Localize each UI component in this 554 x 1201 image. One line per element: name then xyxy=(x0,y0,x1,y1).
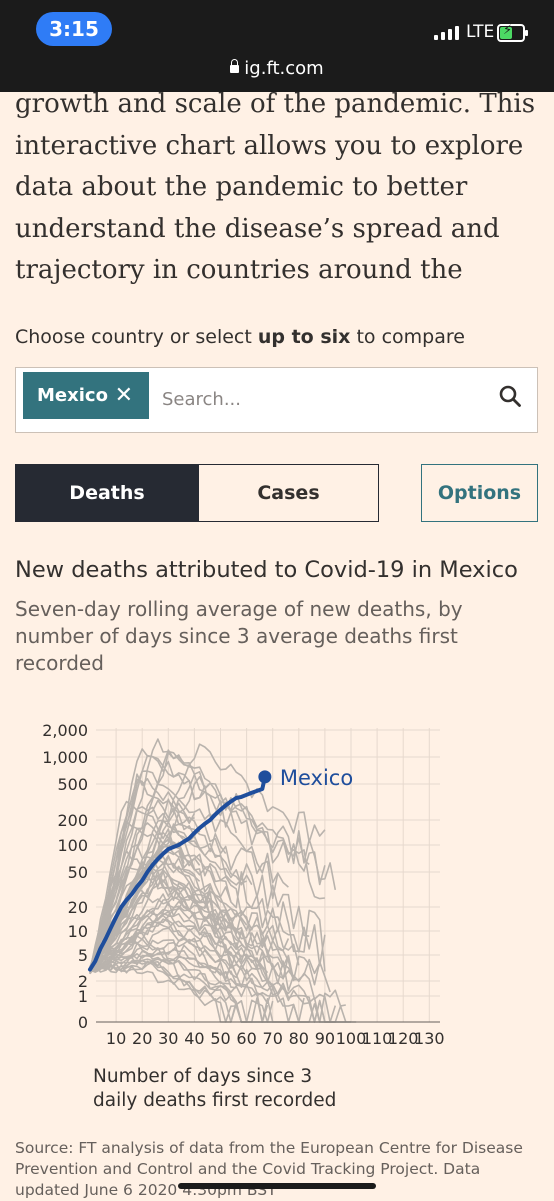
other-country-line xyxy=(89,743,326,968)
tab-cases[interactable]: Cases xyxy=(198,464,379,522)
picker-bold: up to six xyxy=(257,326,351,348)
x-tick-label: 70 xyxy=(263,1029,283,1048)
intro-paragraph-container: growth and scale of the pandemic. This i… xyxy=(0,92,554,292)
signal-icon xyxy=(434,26,459,40)
y-tick-label: 500 xyxy=(57,775,88,794)
home-indicator xyxy=(178,1183,376,1189)
x-tick-label: 130 xyxy=(414,1029,445,1048)
y-tick-label: 1,000 xyxy=(42,748,88,767)
x-tick-label: 100 xyxy=(336,1029,367,1048)
picker-suffix: to compare xyxy=(350,326,465,348)
battery-icon: ⚡ xyxy=(497,23,528,42)
url-text: ig.ft.com xyxy=(244,58,324,79)
x-axis-label-line-2: daily deaths first recorded xyxy=(93,1090,337,1111)
options-button[interactable]: Options xyxy=(421,464,538,522)
network-type: LTE xyxy=(466,22,495,42)
other-country-line xyxy=(89,937,337,1023)
intro-paragraph: growth and scale of the pandemic. This i… xyxy=(15,92,536,285)
chip-label: Mexico xyxy=(37,385,108,406)
y-tick-label: 50 xyxy=(68,863,88,882)
other-country-line xyxy=(89,806,310,972)
status-bar: 3:15 LTE ⚡ ig.ft.com xyxy=(0,0,554,92)
other-country-line xyxy=(89,961,299,1023)
y-tick-label: 1 xyxy=(78,987,88,1006)
country-picker-label: Choose country or select up to six to co… xyxy=(15,326,465,348)
country-search-box: Mexico ✕ xyxy=(15,367,538,433)
remove-chip-icon[interactable]: ✕ xyxy=(114,383,133,408)
x-axis-label: Number of days since 3 daily deaths firs… xyxy=(93,1065,336,1113)
x-tick-label: 20 xyxy=(132,1029,152,1048)
other-country-line xyxy=(89,835,185,970)
status-time[interactable]: 3:15 xyxy=(36,12,112,46)
x-tick-label: 90 xyxy=(315,1029,335,1048)
other-country-line xyxy=(89,893,248,970)
chart-source: Source: FT analysis of data from the Eur… xyxy=(15,1139,523,1199)
selected-country-chip[interactable]: Mexico ✕ xyxy=(23,372,149,419)
other-country-line xyxy=(89,776,310,969)
x-tick-label: 120 xyxy=(388,1029,419,1048)
other-country-line xyxy=(89,820,211,971)
y-tick-label: 20 xyxy=(68,898,88,917)
y-tick-label: 10 xyxy=(68,922,88,941)
address-bar[interactable]: ig.ft.com xyxy=(0,58,554,79)
other-country-line xyxy=(89,913,295,984)
chart-subtitle: Seven-day rolling average of new deaths,… xyxy=(15,597,463,675)
x-tick-label: 30 xyxy=(158,1029,178,1048)
other-country-line xyxy=(89,896,242,975)
x-tick-label: 40 xyxy=(184,1029,204,1048)
other-country-line xyxy=(89,770,279,970)
y-tick-label: 5 xyxy=(78,946,88,965)
y-tick-label: 2,000 xyxy=(42,721,88,740)
x-tick-label: 110 xyxy=(362,1029,393,1048)
x-tick-label: 10 xyxy=(106,1029,126,1048)
other-country-line xyxy=(89,960,247,1023)
x-tick-label: 60 xyxy=(236,1029,256,1048)
x-axis-label-line-1: Number of days since 3 xyxy=(93,1066,313,1087)
y-tick-label: 200 xyxy=(57,811,88,830)
other-country-line xyxy=(89,822,326,972)
other-country-line xyxy=(89,800,326,972)
y-tick-label: 100 xyxy=(57,836,88,855)
lock-icon xyxy=(230,59,240,73)
x-tick-label: 80 xyxy=(289,1029,309,1048)
chart-title: New deaths attributed to Covid-19 in Mex… xyxy=(15,557,518,583)
search-icon[interactable] xyxy=(499,385,521,407)
other-country-line xyxy=(89,778,289,974)
search-input[interactable] xyxy=(160,378,484,420)
y-tick-label: 2 xyxy=(78,972,88,991)
x-tick-label: 50 xyxy=(210,1029,230,1048)
other-country-line xyxy=(89,854,300,970)
other-country-line xyxy=(89,920,347,1023)
mexico-endpoint xyxy=(258,770,272,784)
other-country-line xyxy=(89,869,295,980)
other-country-line xyxy=(89,855,290,974)
tab-deaths[interactable]: Deaths xyxy=(15,464,199,522)
picker-prefix: Choose country or select xyxy=(15,326,258,348)
mexico-line xyxy=(88,774,267,972)
other-country-line xyxy=(89,913,336,1023)
mexico-series-label: Mexico xyxy=(280,766,353,790)
y-tick-label: 0 xyxy=(78,1013,88,1032)
other-country-line xyxy=(89,879,321,981)
other-country-line xyxy=(89,855,237,967)
